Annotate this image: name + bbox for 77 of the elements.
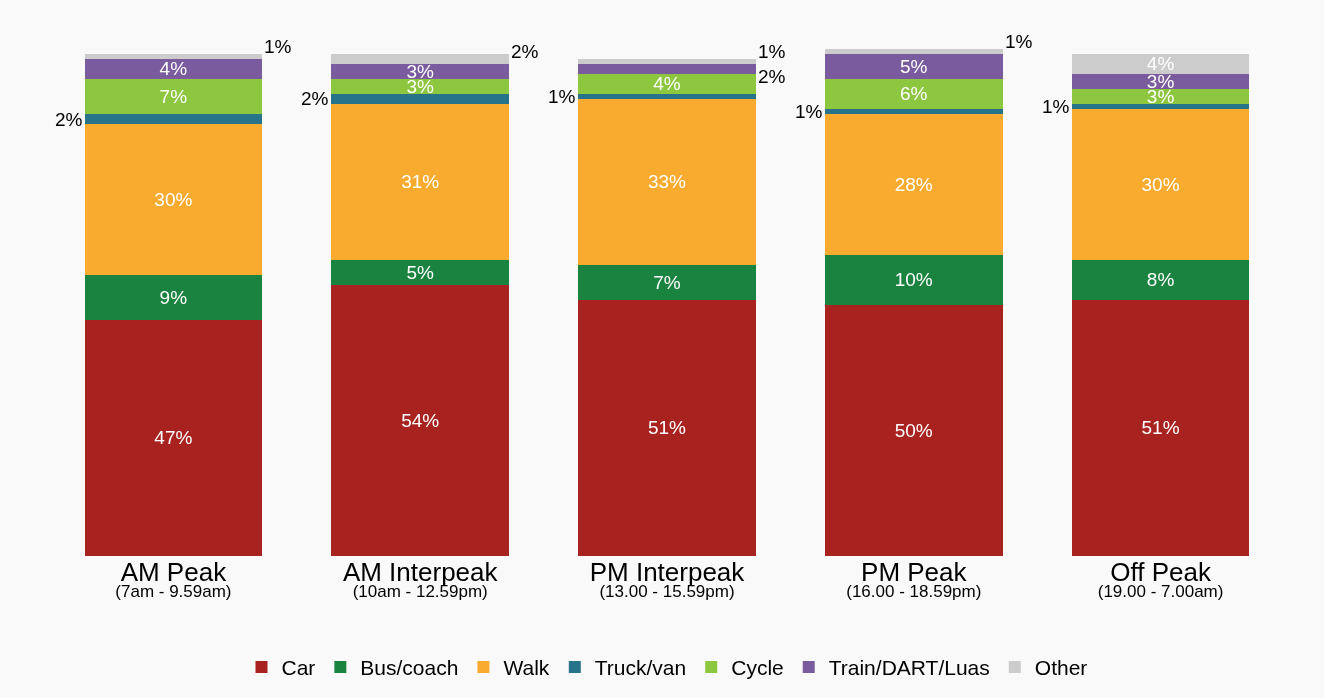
data-label: 10% xyxy=(894,269,933,291)
bar xyxy=(824,254,1003,305)
data-label: 2% xyxy=(301,88,329,109)
bar xyxy=(84,124,263,275)
data-label: 4% xyxy=(159,58,188,80)
x-tick-label: PM Interpeak (13.00 - 15.59pm) xyxy=(589,557,746,601)
data-label: 33% xyxy=(647,171,687,193)
data-label: 6% xyxy=(900,83,928,105)
data-label: 1% xyxy=(1042,96,1070,117)
bar xyxy=(84,78,263,114)
data-label: 8% xyxy=(1146,269,1175,291)
bar xyxy=(1071,108,1250,260)
data-label: 50% xyxy=(894,419,933,441)
bar xyxy=(824,304,1003,556)
x-tick-label: PM Peak (16.00 - 18.59pm) xyxy=(846,557,982,601)
bar xyxy=(1071,53,1250,74)
data-label: 1% xyxy=(264,36,292,57)
legend-label: Other xyxy=(1034,656,1088,680)
bar xyxy=(578,73,756,94)
data-label: 2% xyxy=(55,109,83,130)
data-label: 5% xyxy=(406,261,434,283)
bar xyxy=(84,53,263,59)
data-label: 51% xyxy=(647,417,687,439)
x-tick-label: AM Interpeak (10am - 12.59pm) xyxy=(342,557,499,601)
data-label: 5% xyxy=(900,55,928,77)
bar xyxy=(331,284,510,556)
bar xyxy=(1071,299,1250,556)
bar xyxy=(1071,88,1250,104)
legend-label: Walk xyxy=(503,656,550,680)
bar xyxy=(84,319,263,556)
data-label: 31% xyxy=(401,171,440,193)
x-tick-label: Off Peak (19.00 - 7.00am) xyxy=(1097,557,1224,601)
data-label: 2% xyxy=(511,41,539,62)
data-label: 30% xyxy=(154,188,193,210)
bar xyxy=(84,114,263,125)
data-label: 7% xyxy=(653,271,681,293)
bar xyxy=(84,274,263,320)
bar xyxy=(824,78,1003,109)
legend-label: Truck/van xyxy=(594,656,687,680)
data-label: 9% xyxy=(159,286,188,308)
bar xyxy=(578,299,756,556)
data-label: 4% xyxy=(653,73,681,95)
bar xyxy=(824,114,1003,255)
data-label: 28% xyxy=(894,173,933,195)
data-label: 1% xyxy=(758,41,786,62)
data-label: 1% xyxy=(548,86,576,107)
bar xyxy=(331,53,510,64)
bar xyxy=(824,108,1003,114)
bar xyxy=(331,63,510,79)
data-label: 30% xyxy=(1141,173,1180,195)
bar xyxy=(578,264,756,300)
data-label: 1% xyxy=(1005,31,1033,52)
bar xyxy=(578,63,756,74)
legend-label: Cycle xyxy=(731,656,784,680)
data-label: 51% xyxy=(1141,417,1180,439)
bar xyxy=(1071,259,1250,300)
legend-label: Train/DART/Luas xyxy=(828,656,990,680)
bar xyxy=(578,93,756,99)
bar xyxy=(578,98,756,265)
bar xyxy=(331,78,510,94)
bar xyxy=(1071,103,1250,109)
bar xyxy=(824,48,1003,54)
legend-label: Bus/coach xyxy=(360,656,459,680)
legend-label: Car xyxy=(281,656,316,680)
bar xyxy=(824,53,1003,79)
bar xyxy=(1071,73,1250,89)
bar xyxy=(331,259,510,285)
x-tick-label: AM Peak (7am - 9.59am) xyxy=(115,557,232,601)
bar xyxy=(84,58,263,79)
data-label: 47% xyxy=(154,427,193,449)
data-label: 54% xyxy=(401,409,440,431)
data-label: 2% xyxy=(758,66,786,87)
bar xyxy=(578,58,756,64)
data-label: 1% xyxy=(795,101,823,122)
bar xyxy=(331,93,510,104)
data-label: 7% xyxy=(159,85,188,107)
bar xyxy=(331,103,510,260)
